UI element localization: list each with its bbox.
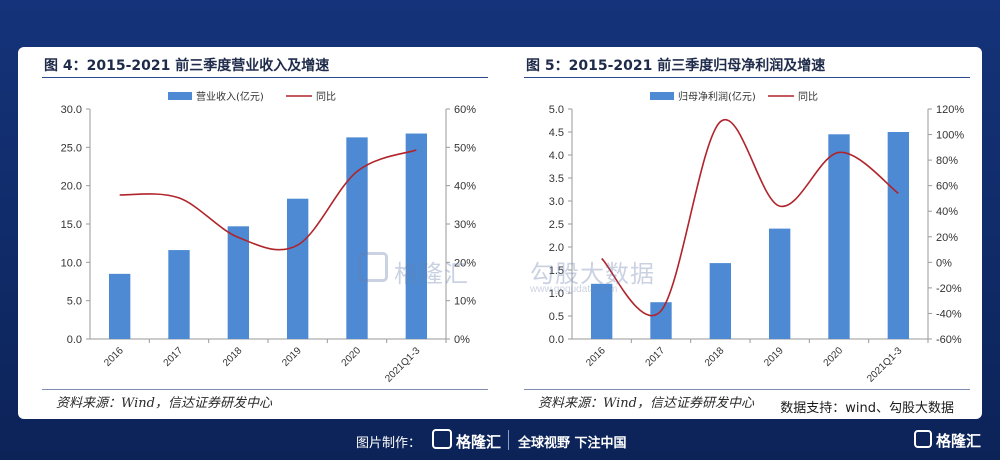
y-tick-label-left: 4.0 bbox=[549, 150, 564, 162]
x-tick-label: 2020 bbox=[340, 345, 364, 369]
y-tick-label-left: 10.0 bbox=[61, 257, 82, 269]
y-tick-label-left: 5.0 bbox=[549, 104, 564, 116]
y-tick-label-right: 10% bbox=[454, 296, 476, 308]
y-tick-label-left: 4.5 bbox=[549, 127, 564, 139]
corner-logo-icon bbox=[914, 430, 932, 448]
y-tick-label-left: 5.0 bbox=[67, 296, 82, 308]
legend-label-bar: 营业收入(亿元) bbox=[196, 90, 264, 103]
y-tick-label-right: 20% bbox=[454, 257, 476, 269]
y-tick-label-right: 60% bbox=[936, 181, 958, 193]
y-tick-label-left: 2.5 bbox=[549, 219, 564, 231]
x-tick-label: 2019 bbox=[280, 345, 304, 369]
y-tick-label-left: 20.0 bbox=[61, 181, 82, 193]
y-tick-label-left: 30.0 bbox=[61, 104, 82, 116]
bar bbox=[887, 132, 910, 339]
data-support-note: 数据支持：wind、勾股大数据 bbox=[780, 401, 954, 416]
y-tick-label-left: 2.0 bbox=[549, 242, 564, 254]
footer-slogan: 全球视野 下注中国 bbox=[518, 436, 627, 451]
report-card: 图 4：2015-2021 前三季度营业收入及增速 0.0 5.0 10.0 15.0… bbox=[18, 47, 982, 419]
y-tick-label-right: 80% bbox=[936, 155, 958, 167]
y-tick-label-right: 120% bbox=[936, 104, 964, 116]
legend-swatch-bar bbox=[650, 92, 674, 100]
x-tick-label: 2020 bbox=[822, 345, 846, 369]
chart-title: 图 4：2015-2021 前三季度营业收入及增速 bbox=[44, 58, 330, 74]
y-tick-label-left: 1.0 bbox=[549, 288, 564, 300]
x-tick-label: 2017 bbox=[644, 345, 668, 369]
y-tick-label-right: 40% bbox=[936, 206, 958, 218]
x-tick-label: 2016 bbox=[102, 345, 126, 369]
y-tick-label-right: 0% bbox=[936, 257, 952, 269]
footer-divider bbox=[508, 430, 509, 450]
bar bbox=[346, 137, 368, 339]
bar bbox=[286, 198, 309, 339]
legend-label-line: 同比 bbox=[798, 91, 818, 103]
y-tick-label-right: 50% bbox=[454, 142, 476, 154]
x-tick-label: 2016 bbox=[584, 345, 608, 369]
y-tick-label-left: 0.0 bbox=[67, 334, 82, 346]
footer-bar: 图片制作： 格隆汇 全球视野 下注中国 格隆汇 bbox=[0, 422, 1000, 460]
yoy-line bbox=[601, 118, 899, 317]
bar bbox=[650, 302, 672, 339]
y-tick-label-left: 25.0 bbox=[61, 142, 82, 154]
y-tick-label-right: -40% bbox=[936, 308, 962, 320]
corner-brand: 格隆汇 bbox=[936, 432, 982, 450]
yoy-line bbox=[119, 149, 417, 251]
source-note: 资料来源：Wind，信达证券研发中心 bbox=[538, 396, 754, 411]
y-tick-label-left: 15.0 bbox=[61, 219, 82, 231]
x-tick-label: 2018 bbox=[221, 345, 245, 369]
title-divider bbox=[524, 77, 970, 78]
y-tick-label-left: 0.5 bbox=[549, 311, 564, 323]
bar bbox=[108, 273, 131, 339]
legend-label-bar: 归母净利润(亿元) bbox=[678, 90, 756, 103]
y-tick-label-right: 0% bbox=[454, 334, 470, 346]
net-profit-chart: 0.0 0.5 1.0 1.5 2.0 2.5 3.0 3.5 4.0 4.5 5.0 -60% -40… bbox=[549, 90, 965, 383]
revenue-chart: 0.0 5.0 10.0 15.0 20.0 25.0 30.0 0% 10% 20% 30% 40%… bbox=[61, 90, 477, 383]
y-tick-label-right: 60% bbox=[454, 104, 476, 116]
y-tick-label-right: 20% bbox=[936, 232, 958, 244]
bar bbox=[227, 226, 250, 339]
chart-title: 图 5：2015-2021 前三季度归母净利润及增速 bbox=[526, 58, 826, 74]
title-divider bbox=[42, 77, 488, 78]
bar bbox=[168, 250, 190, 339]
source-divider bbox=[42, 389, 488, 390]
bar bbox=[709, 263, 732, 339]
chart-panel-revenue: 图 4：2015-2021 前三季度营业收入及增速 0.0 5.0 10.0 15.0… bbox=[18, 47, 500, 419]
brand-logo-icon bbox=[432, 429, 452, 449]
x-tick-label: 2018 bbox=[703, 345, 727, 369]
legend-label-line: 同比 bbox=[316, 91, 336, 103]
x-tick-label: 2021Q1-3 bbox=[383, 345, 423, 383]
footer-made-by: 图片制作： bbox=[356, 436, 422, 451]
y-tick-label-right: 30% bbox=[454, 219, 476, 231]
bar bbox=[590, 283, 613, 339]
y-tick-label-right: -20% bbox=[936, 283, 962, 295]
source-divider bbox=[524, 389, 970, 390]
y-tick-label-right: 40% bbox=[454, 181, 476, 193]
x-tick-label: 2019 bbox=[762, 345, 786, 369]
y-tick-label-right: 100% bbox=[936, 130, 964, 142]
x-tick-label: 2017 bbox=[162, 345, 186, 369]
y-tick-label-right: -60% bbox=[936, 334, 962, 346]
bar bbox=[828, 134, 850, 339]
y-tick-label-left: 0.0 bbox=[549, 334, 564, 346]
x-tick-label: 2021Q1-3 bbox=[865, 345, 905, 383]
bar bbox=[405, 133, 428, 339]
y-tick-label-left: 1.5 bbox=[549, 265, 564, 277]
chart-panel-net-profit: 图 5：2015-2021 前三季度归母净利润及增速 0.0 0.5 1.0 1.5 2… bbox=[500, 47, 982, 419]
source-note: 资料来源：Wind，信达证券研发中心 bbox=[56, 396, 272, 411]
y-tick-label-left: 3.5 bbox=[549, 173, 564, 185]
y-tick-label-left: 3.0 bbox=[549, 196, 564, 208]
legend-swatch-bar bbox=[168, 92, 192, 100]
footer-brand: 格隆汇 bbox=[456, 433, 502, 451]
bar bbox=[768, 228, 791, 339]
